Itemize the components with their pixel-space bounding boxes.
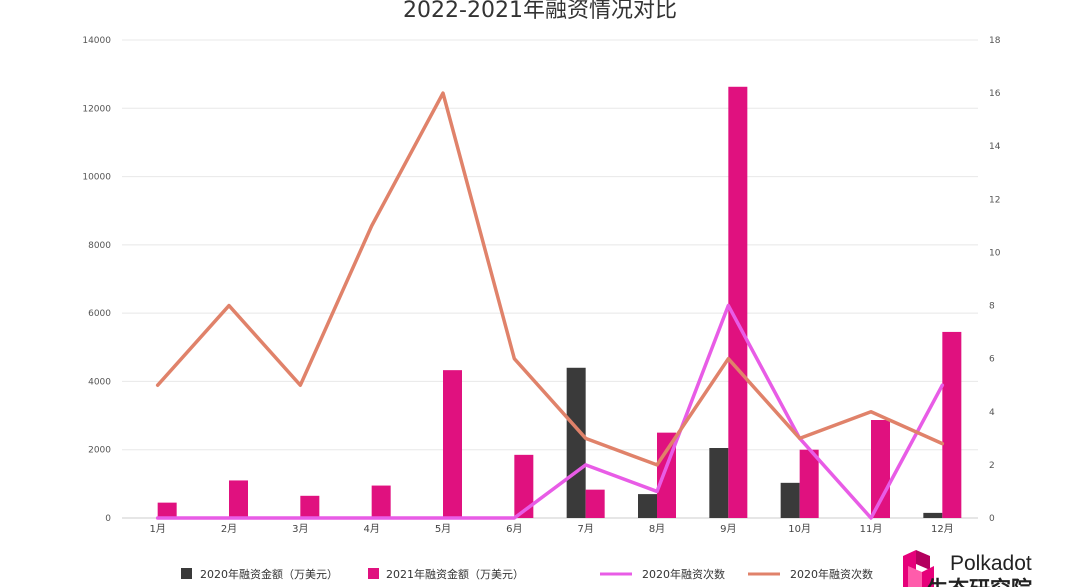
- x-axis-ticks: 1月 2月 3月 4月 5月 6月 7月 8月 9月 10月 11月 12月: [149, 523, 953, 535]
- bar: [709, 448, 729, 518]
- y-left-tick-label: 10000: [82, 173, 111, 183]
- chart-title: 2022-2021年融资情况对比: [403, 0, 677, 23]
- logo-subtitle: 生态研究院: [927, 577, 1032, 587]
- series-line: [155, 303, 945, 520]
- x-tick-label: 12月: [931, 523, 954, 535]
- legend: 2020年融资金额（万美元） 2021年融资金额（万美元） 2020年融资次数 …: [181, 567, 873, 581]
- y-axis-left-ticks: 0 2000 4000 6000 8000 10000 12000 14000: [82, 36, 111, 524]
- x-tick-label: 1月: [149, 523, 165, 535]
- y-left-tick-label: 14000: [82, 36, 111, 46]
- y-right-tick-label: 6: [989, 355, 995, 365]
- logo-name: Polkadot: [950, 552, 1032, 575]
- polkadot-logo-mark: [903, 550, 934, 587]
- bar: [638, 494, 657, 518]
- x-tick-label: 11月: [860, 523, 883, 535]
- bar: [443, 370, 462, 518]
- legend-swatch-2020-amount: [181, 568, 192, 579]
- x-tick-label: 5月: [435, 523, 451, 535]
- legend-label-2021-amount: 2021年融资金额（万美元）: [386, 567, 524, 581]
- x-tick-label: 2月: [221, 523, 237, 535]
- legend-swatch-2021-amount: [368, 568, 379, 579]
- line-series: [155, 91, 945, 520]
- gridlines: [122, 39, 978, 519]
- x-tick-label: 6月: [506, 523, 522, 535]
- y-left-tick-label: 12000: [82, 104, 111, 114]
- bar: [780, 482, 800, 518]
- series-line: [155, 91, 945, 467]
- x-tick-label: 4月: [363, 523, 379, 535]
- x-tick-label: 3月: [292, 523, 308, 535]
- legend-label-2020-count-pink: 2020年融资次数: [642, 567, 725, 581]
- y-right-tick-label: 0: [989, 514, 995, 524]
- bar: [300, 495, 320, 518]
- y-left-tick-label: 2000: [88, 446, 111, 456]
- bar: [566, 367, 586, 518]
- bar: [514, 454, 534, 518]
- x-tick-label: 7月: [577, 523, 593, 535]
- bar: [799, 449, 819, 518]
- y-right-tick-label: 18: [989, 36, 1001, 46]
- y-left-tick-label: 6000: [88, 309, 111, 319]
- y-right-tick-label: 2: [989, 461, 995, 471]
- bar: [942, 331, 962, 518]
- bar-series: [157, 86, 962, 519]
- x-tick-label: 8月: [649, 523, 665, 535]
- polkadot-logo: Polkadot 生态研究院: [903, 550, 1032, 587]
- y-axis-right-ticks: 0 2 4 6 8 10 12 14 16 18: [989, 36, 1001, 524]
- y-right-tick-label: 8: [989, 302, 995, 312]
- y-right-tick-label: 10: [989, 248, 1001, 258]
- x-tick-label: 9月: [720, 523, 736, 535]
- x-tick-label: 10月: [788, 523, 811, 535]
- y-left-tick-label: 0: [105, 514, 111, 524]
- bar: [157, 502, 177, 518]
- y-right-tick-label: 4: [989, 408, 995, 418]
- y-left-tick-label: 8000: [88, 241, 111, 251]
- bar: [923, 512, 943, 518]
- y-left-tick-label: 4000: [88, 377, 111, 387]
- legend-label-2020-count-orange: 2020年融资次数: [790, 567, 873, 581]
- bar: [585, 489, 605, 518]
- y-right-tick-label: 14: [989, 142, 1001, 152]
- legend-label-2020-amount: 2020年融资金额（万美元）: [200, 567, 338, 581]
- bar: [371, 485, 391, 518]
- y-right-tick-label: 12: [989, 195, 1000, 205]
- bar: [229, 480, 248, 518]
- bar: [728, 86, 748, 519]
- y-right-tick-label: 16: [989, 89, 1001, 99]
